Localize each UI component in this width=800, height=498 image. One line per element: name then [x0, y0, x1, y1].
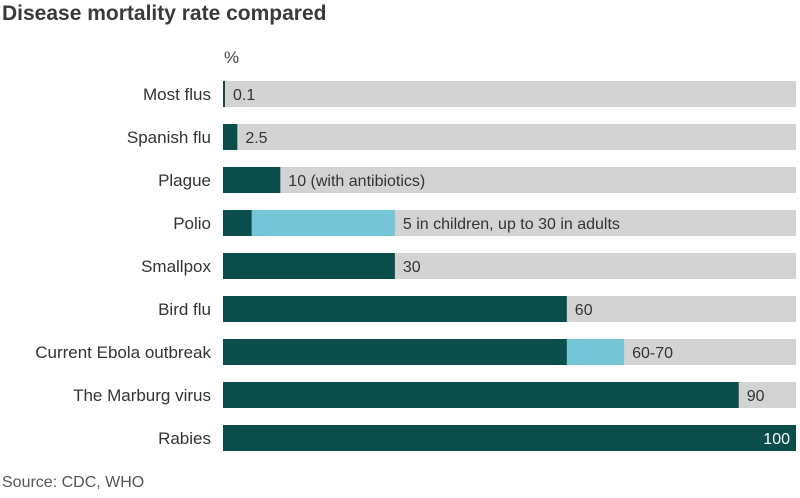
- bar-track: [223, 124, 796, 150]
- category-label: Rabies: [158, 429, 211, 448]
- bar-track: [223, 167, 796, 193]
- category-label: Smallpox: [141, 257, 211, 276]
- bar: [223, 425, 796, 451]
- category-label: Current Ebola outbreak: [35, 343, 211, 362]
- data-label: 60: [575, 302, 593, 319]
- bar: [223, 296, 567, 322]
- bar: [223, 167, 281, 193]
- category-label: Spanish flu: [127, 128, 211, 147]
- bar: [223, 339, 567, 365]
- bar: [223, 382, 739, 408]
- bar: [223, 253, 395, 279]
- category-label: Bird flu: [158, 300, 211, 319]
- bar-track: [223, 81, 796, 107]
- bar: [223, 124, 238, 150]
- data-label: 90: [747, 388, 765, 405]
- source-note: Source: CDC, WHO: [2, 474, 145, 491]
- data-label: 10 (with antibiotics): [288, 173, 425, 190]
- category-label: Plague: [158, 171, 211, 190]
- chart-title: Disease mortality rate compared: [2, 2, 327, 25]
- data-label: 0.1: [233, 87, 255, 104]
- data-label: 60-70: [632, 345, 673, 362]
- category-label: The Marburg virus: [73, 386, 211, 405]
- data-label: 30: [403, 259, 421, 276]
- category-label: Most flus: [143, 85, 211, 104]
- data-label: 5 in children, up to 30 in adults: [403, 216, 620, 233]
- unit-label: %: [224, 48, 240, 67]
- data-label: 2.5: [245, 130, 267, 147]
- category-label: Polio: [173, 214, 211, 233]
- bar: [223, 210, 252, 236]
- bar: [223, 81, 225, 107]
- data-label: 100: [763, 431, 790, 448]
